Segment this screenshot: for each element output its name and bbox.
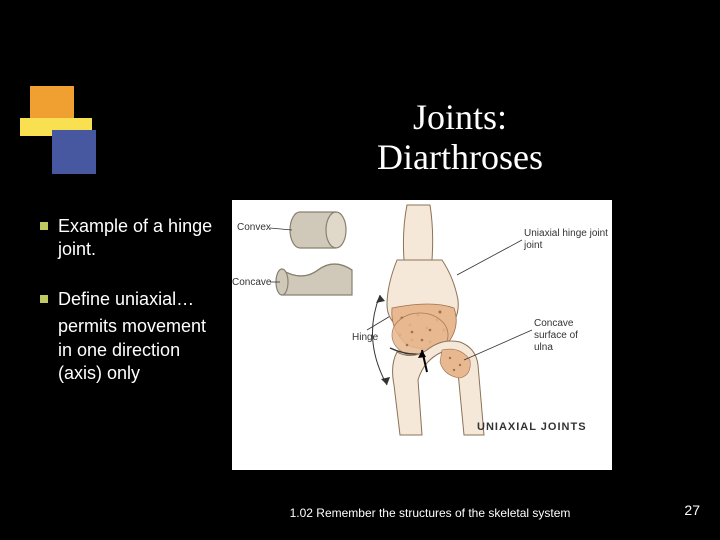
slide-footer: 1.02 Remember the structures of the skel… bbox=[280, 506, 580, 520]
diagram-caption: UNIAXIAL JOINTS bbox=[477, 421, 587, 433]
bullet-text: Example of a hinge joint. bbox=[58, 215, 220, 262]
svg-text:ulna: ulna bbox=[534, 342, 553, 353]
label-concave: Concave bbox=[232, 277, 272, 288]
bullet-item: Example of a hinge joint. bbox=[40, 215, 220, 262]
elbow-joint bbox=[372, 205, 484, 435]
bullet-square-icon bbox=[40, 295, 48, 303]
bullet-text: Define uniaxial… bbox=[58, 288, 194, 311]
slide-title: Joints: Diarthroses bbox=[290, 98, 630, 177]
svg-text:surface of: surface of bbox=[534, 330, 578, 341]
bullet-list: Example of a hinge joint. Define uniaxia… bbox=[40, 215, 220, 385]
right-labels: Uniaxial hinge joint joint Concave surfa… bbox=[457, 228, 608, 360]
title-line2: Diarthroses bbox=[290, 138, 630, 178]
label-hinge: Hinge bbox=[352, 332, 379, 343]
diagram-svg: Convex Concave Hinge bbox=[232, 200, 612, 470]
svg-text:joint: joint bbox=[523, 240, 543, 251]
slide-number: 27 bbox=[684, 502, 700, 518]
bullet-item: Define uniaxial… permits movement in one… bbox=[40, 288, 220, 386]
label-convex: Convex bbox=[237, 222, 271, 233]
label-uniaxial-hinge: Uniaxial hinge joint bbox=[524, 228, 608, 239]
bullet-subtext: permits movement in one direction (axis)… bbox=[58, 315, 220, 385]
anatomy-diagram: Convex Concave Hinge bbox=[232, 200, 612, 470]
bullet-square-icon bbox=[40, 222, 48, 230]
logo-block-blue bbox=[52, 130, 96, 174]
svg-text:Concave: Concave bbox=[534, 318, 574, 329]
logo-blocks bbox=[20, 86, 110, 176]
title-line1: Joints: bbox=[290, 98, 630, 138]
hinge-schematic: Convex Concave Hinge bbox=[232, 212, 392, 343]
